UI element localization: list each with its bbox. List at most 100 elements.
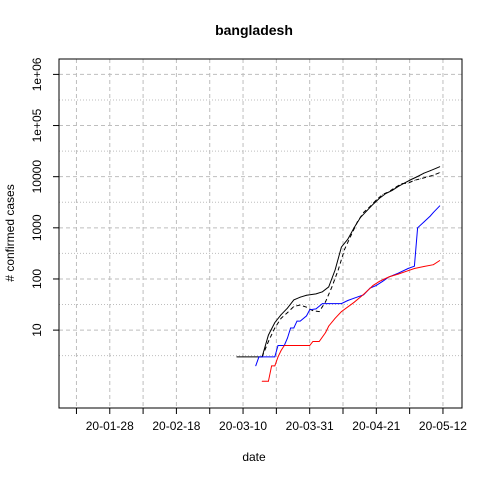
data-point — [391, 190, 393, 191]
x-tick-label: 20-03-31 — [286, 419, 334, 433]
data-point — [439, 205, 441, 207]
x-tick-label: 20-04-21 — [352, 419, 400, 433]
series-line-0 — [236, 166, 441, 358]
data-point — [363, 212, 364, 213]
y-tick-label: 100 — [30, 269, 44, 289]
data-point — [306, 294, 307, 296]
data-point — [420, 178, 422, 180]
data-point — [423, 172, 425, 174]
data-point — [395, 186, 396, 188]
data-point — [277, 345, 279, 346]
data-point — [433, 174, 434, 176]
x-tick-label: 20-05-12 — [419, 419, 467, 433]
data-point — [261, 380, 263, 382]
data-point — [337, 269, 339, 271]
data-point — [280, 350, 282, 351]
data-point — [268, 334, 269, 336]
data-point — [299, 304, 301, 306]
y-axis-label: # confirmed cases — [3, 184, 17, 281]
data-point — [287, 337, 288, 339]
data-point — [271, 365, 272, 367]
data-point — [280, 317, 282, 319]
data-point — [341, 311, 342, 312]
series-lines — [236, 166, 441, 382]
data-point — [382, 194, 384, 195]
data-point — [293, 299, 295, 301]
y-tick-label: 1e+06 — [30, 57, 44, 91]
data-point — [293, 306, 295, 307]
plot-frame — [58, 58, 463, 409]
series-line-2 — [255, 205, 441, 367]
data-point — [375, 199, 377, 201]
data-point — [318, 311, 320, 312]
y-tick-label: 1e+05 — [30, 108, 44, 142]
data-point — [306, 315, 307, 317]
data-point — [296, 320, 298, 322]
x-tick-label: 20-03-10 — [219, 419, 267, 433]
series-line-3 — [262, 260, 441, 382]
data-point — [325, 301, 326, 303]
data-point — [258, 356, 260, 358]
data-point — [356, 221, 358, 223]
data-point — [439, 166, 441, 168]
data-point — [283, 345, 285, 346]
data-point — [274, 322, 276, 323]
data-point — [417, 176, 418, 177]
data-point — [312, 310, 314, 312]
data-point — [274, 365, 276, 367]
data-point — [388, 191, 390, 193]
data-point — [363, 294, 364, 295]
data-point — [366, 210, 368, 212]
y-tick-label: 10 — [30, 323, 44, 337]
data-point — [426, 176, 428, 178]
data-point — [407, 182, 409, 184]
data-point — [379, 280, 380, 282]
data-point — [414, 268, 415, 269]
data-point — [328, 286, 330, 288]
x-tick-label: 20-02-18 — [152, 419, 200, 433]
data-point — [353, 297, 355, 299]
data-point — [353, 301, 355, 303]
data-point — [414, 179, 415, 181]
data-point — [372, 285, 374, 286]
x-axis: 20-01-28 20-02-18 20-03-10 20-03-31 20-04-21… — [75, 408, 467, 433]
data-point — [236, 356, 238, 358]
data-point — [290, 327, 291, 329]
data-point — [274, 327, 276, 329]
data-point — [299, 320, 301, 322]
data-point — [325, 332, 326, 333]
data-point — [280, 314, 282, 316]
x-tick-label: 20-01-28 — [86, 419, 134, 433]
data-point — [433, 212, 434, 213]
data-point — [268, 341, 269, 342]
data-point — [417, 227, 418, 229]
data-point — [369, 206, 371, 208]
data-point — [347, 300, 349, 301]
data-point — [433, 264, 434, 266]
data-point — [439, 260, 441, 261]
data-point — [306, 306, 307, 308]
data-point — [401, 183, 403, 185]
data-point — [309, 309, 311, 311]
data-point — [334, 269, 336, 271]
data-point — [277, 356, 279, 358]
data-point — [322, 291, 323, 293]
data-point — [398, 273, 399, 275]
chart-title: bangladesh — [215, 22, 293, 38]
data-point — [287, 307, 288, 309]
data-point — [341, 303, 342, 304]
data-point — [388, 276, 390, 278]
data-point — [309, 345, 311, 346]
data-point — [334, 317, 336, 319]
y-tick-label: 1000 — [30, 214, 44, 241]
data-point — [382, 280, 384, 282]
data-point — [429, 170, 431, 172]
data-point — [410, 179, 412, 180]
grid — [59, 59, 462, 408]
data-point — [341, 246, 342, 248]
data-point — [372, 203, 374, 205]
data-point — [344, 248, 345, 250]
data-point — [398, 272, 399, 274]
data-point — [439, 172, 441, 174]
